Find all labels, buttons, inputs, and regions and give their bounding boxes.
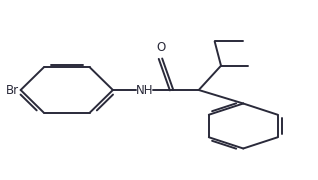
Text: NH: NH: [136, 84, 154, 96]
Text: O: O: [156, 41, 165, 54]
Text: Br: Br: [6, 84, 19, 96]
